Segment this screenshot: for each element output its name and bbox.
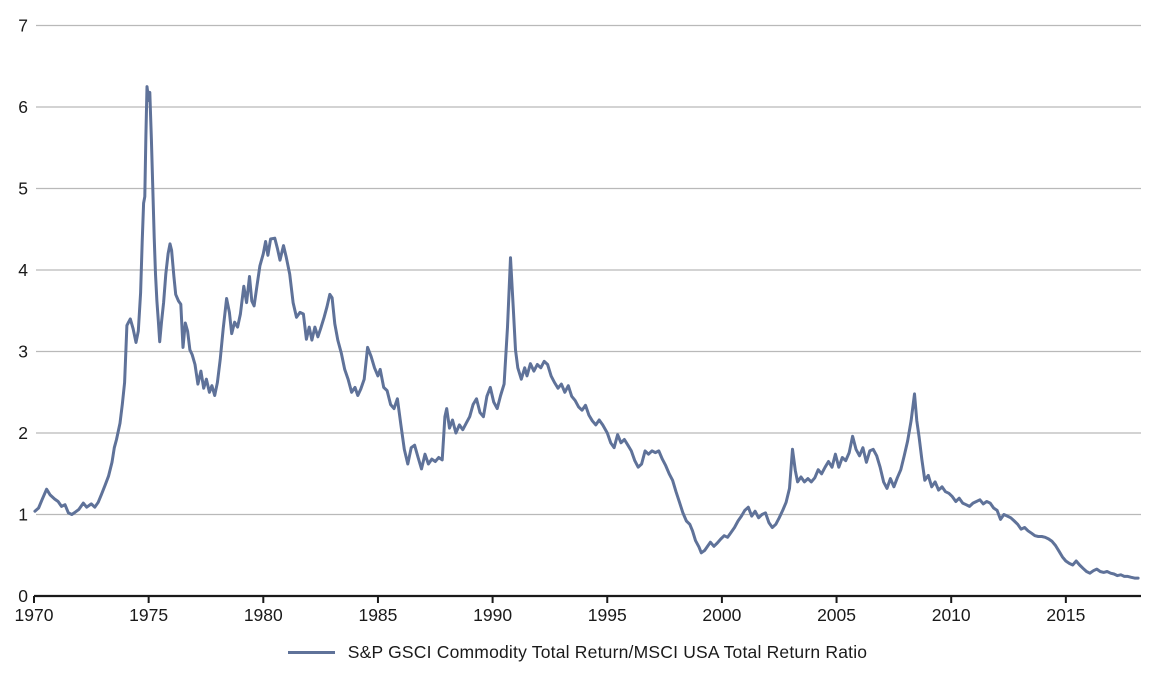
series-line (33, 85, 1140, 580)
x-tick-label-1975: 1975 (129, 605, 168, 625)
x-axis-tick-labels: 1970 1975 1980 1985 1990 1995 2000 2005 2010 2015 (15, 605, 1086, 625)
x-tick-label-1980: 1980 (244, 605, 283, 625)
x-tick-label-2010: 2010 (932, 605, 971, 625)
x-tick-label-2000: 2000 (702, 605, 741, 625)
y-tick-label-1: 1 (18, 505, 28, 525)
x-tick-label-2005: 2005 (817, 605, 856, 625)
x-tick-label-1970: 1970 (15, 605, 54, 625)
y-tick-label-2: 2 (18, 423, 28, 443)
x-axis (33, 594, 1141, 603)
x-tick-label-1985: 1985 (358, 605, 397, 625)
legend-series-label: S&P GSCI Commodity Total Return/MSCI USA… (347, 642, 868, 662)
y-tick-label-5: 5 (18, 179, 28, 199)
chart-legend: S&P GSCI Commodity Total Return/MSCI USA… (0, 642, 1155, 663)
y-tick-label-7: 7 (18, 16, 28, 36)
y-tick-label-6: 6 (18, 97, 28, 117)
x-tick-label-2015: 2015 (1046, 605, 1085, 625)
y-axis-tick-labels: 0 1 2 3 4 5 6 7 (18, 16, 28, 607)
x-tick-label-1990: 1990 (473, 605, 512, 625)
y-tick-label-0: 0 (18, 586, 28, 606)
series-line-group (33, 85, 1140, 580)
gridlines (36, 24, 1141, 516)
legend-line-swatch (287, 651, 335, 654)
y-tick-label-3: 3 (18, 342, 28, 362)
x-tick-label-1995: 1995 (588, 605, 627, 625)
y-tick-label-4: 4 (18, 260, 28, 280)
